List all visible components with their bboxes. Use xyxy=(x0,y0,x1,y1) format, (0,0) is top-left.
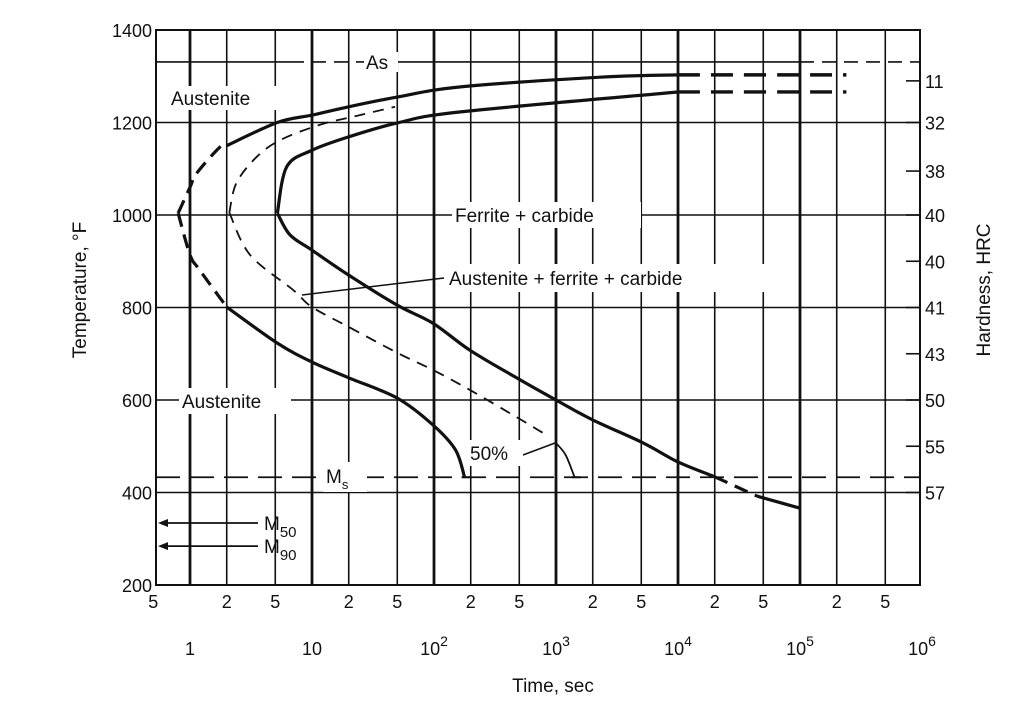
annotations: As Austenite Ferrite + carbide Austenite… xyxy=(168,52,778,564)
austenite-ferrite-carbide-label: Austenite + ferrite + carbide xyxy=(449,269,682,290)
x-minor-tick-label: 2 xyxy=(344,592,354,612)
fifty-percent-label: 50% xyxy=(470,444,508,465)
hardness-tick-label: 32 xyxy=(925,114,945,134)
hardness-tick-label: 11 xyxy=(925,72,944,92)
y-tick-label: 1400 xyxy=(112,21,152,41)
x-minor-tick-label: 2 xyxy=(222,592,232,612)
transformation-curve-7 xyxy=(555,442,576,478)
axes: Temperature, °F Hardness, HRC Time, sec xyxy=(70,222,995,697)
m50-label: M50 xyxy=(264,514,297,541)
austenite-top-label: Austenite xyxy=(171,89,250,110)
as-label: As xyxy=(366,53,388,74)
x-minor-tick-label: 5 xyxy=(636,592,646,612)
x-minor-tick-label: 2 xyxy=(588,592,598,612)
transformation-curve-11 xyxy=(714,475,758,498)
tick-exponent: 6 xyxy=(928,633,936,649)
afc-leader xyxy=(301,277,445,296)
fifty-percent-leader xyxy=(522,442,556,456)
x-minor-tick-label: 5 xyxy=(270,592,280,612)
x-decade-tick-label: 104 xyxy=(664,633,692,659)
transformation-curve-12 xyxy=(756,494,801,510)
tick-base: 10 xyxy=(542,639,562,659)
y-tick-label: 600 xyxy=(122,391,152,411)
x-minor-tick-label: 5 xyxy=(880,592,890,612)
m50-arrow-head xyxy=(158,519,168,528)
tick-exponent: 3 xyxy=(562,633,570,649)
y-tick-label: 800 xyxy=(122,299,152,319)
transformation-curve-5 xyxy=(228,105,396,213)
austenite-bottom-label: Austenite xyxy=(182,392,261,413)
x-decade-tick-label: 106 xyxy=(908,633,936,659)
transformation-curve-3 xyxy=(176,212,229,308)
transformation-curve-4 xyxy=(225,305,467,478)
x-minor-tick-label: 5 xyxy=(148,592,158,612)
y-tick-label: 200 xyxy=(122,576,152,596)
hardness-tick-label: 55 xyxy=(925,437,945,457)
transformation-curve-8 xyxy=(275,90,679,214)
x-minor-tick-label: 5 xyxy=(758,592,768,612)
hardness-tick-label: 57 xyxy=(925,484,945,504)
x-minor-tick-label: 2 xyxy=(466,592,476,612)
m90-label: M90 xyxy=(264,537,297,564)
x-minor-tick-label: 2 xyxy=(710,592,720,612)
transformation-curve-10 xyxy=(275,212,716,479)
x-axis-title: Time, sec xyxy=(512,676,594,697)
y-tick-label: 1000 xyxy=(112,206,152,226)
hardness-tick-label: 50 xyxy=(925,391,945,411)
x-decade-tick-label: 105 xyxy=(786,633,814,659)
x-minor-tick-label: 5 xyxy=(392,592,402,612)
y-tick-label: 1200 xyxy=(112,114,152,134)
tick-base: 10 xyxy=(302,639,322,659)
tick-base: 10 xyxy=(908,639,928,659)
tick-exponent: 5 xyxy=(806,633,814,649)
m90-arrow-head xyxy=(158,542,168,551)
tick-exponent: 2 xyxy=(440,633,448,649)
transformation-curve-1 xyxy=(226,73,679,148)
y2-axis-title: Hardness, HRC xyxy=(974,223,995,356)
x-decade-tick-label: 103 xyxy=(542,633,570,659)
tick-base: 10 xyxy=(420,639,440,659)
hardness-tick-label: 41 xyxy=(925,299,945,319)
transformation-curve-6 xyxy=(228,212,544,434)
tick-base: 10 xyxy=(786,639,806,659)
ferrite-carbide-label: Ferrite + carbide xyxy=(455,206,594,227)
y-tick-label: 400 xyxy=(122,484,152,504)
hardness-tick-label: 40 xyxy=(925,206,945,226)
reference-lines xyxy=(156,61,920,551)
hardness-tick-label: 38 xyxy=(925,162,945,182)
curves xyxy=(176,73,847,510)
hardness-tick-label: 40 xyxy=(925,252,945,272)
hardness-tick-label: 43 xyxy=(925,345,945,365)
tick-base: 1 xyxy=(185,639,195,659)
transformation-curve-0 xyxy=(176,143,228,214)
ms-label: Ms xyxy=(326,467,349,492)
x-decade-tick-label: 1 xyxy=(185,639,195,659)
y-axis-title: Temperature, °F xyxy=(70,222,91,358)
x-minor-tick-label: 2 xyxy=(832,592,842,612)
tick-exponent: 4 xyxy=(684,633,692,649)
tick-base: 10 xyxy=(664,639,684,659)
x-minor-tick-label: 5 xyxy=(514,592,524,612)
x-decade-tick-label: 10 xyxy=(302,639,322,659)
x-decade-tick-label: 102 xyxy=(420,633,448,659)
